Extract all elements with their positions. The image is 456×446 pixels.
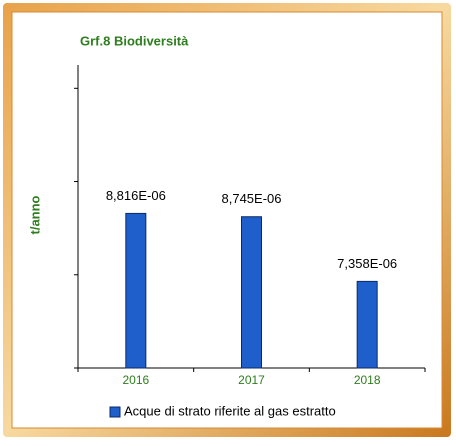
x-tick-label: 2018 <box>354 373 381 387</box>
data-label: 8,816E-06 <box>106 188 166 203</box>
legend-swatch <box>109 406 121 418</box>
bar <box>241 216 262 369</box>
y-axis-label: t/anno <box>27 195 42 234</box>
legend-label: Acque di strato riferite al gas estratto <box>124 403 336 418</box>
x-tick-label: 2016 <box>122 373 149 387</box>
data-label: 8,745E-06 <box>222 191 282 206</box>
bar <box>125 212 147 369</box>
x-tick-label: 2017 <box>238 373 265 387</box>
data-label: 7,358E-06 <box>337 256 397 271</box>
chart-title: Grf.8 Biodiversità <box>80 33 189 48</box>
bar <box>356 280 378 369</box>
